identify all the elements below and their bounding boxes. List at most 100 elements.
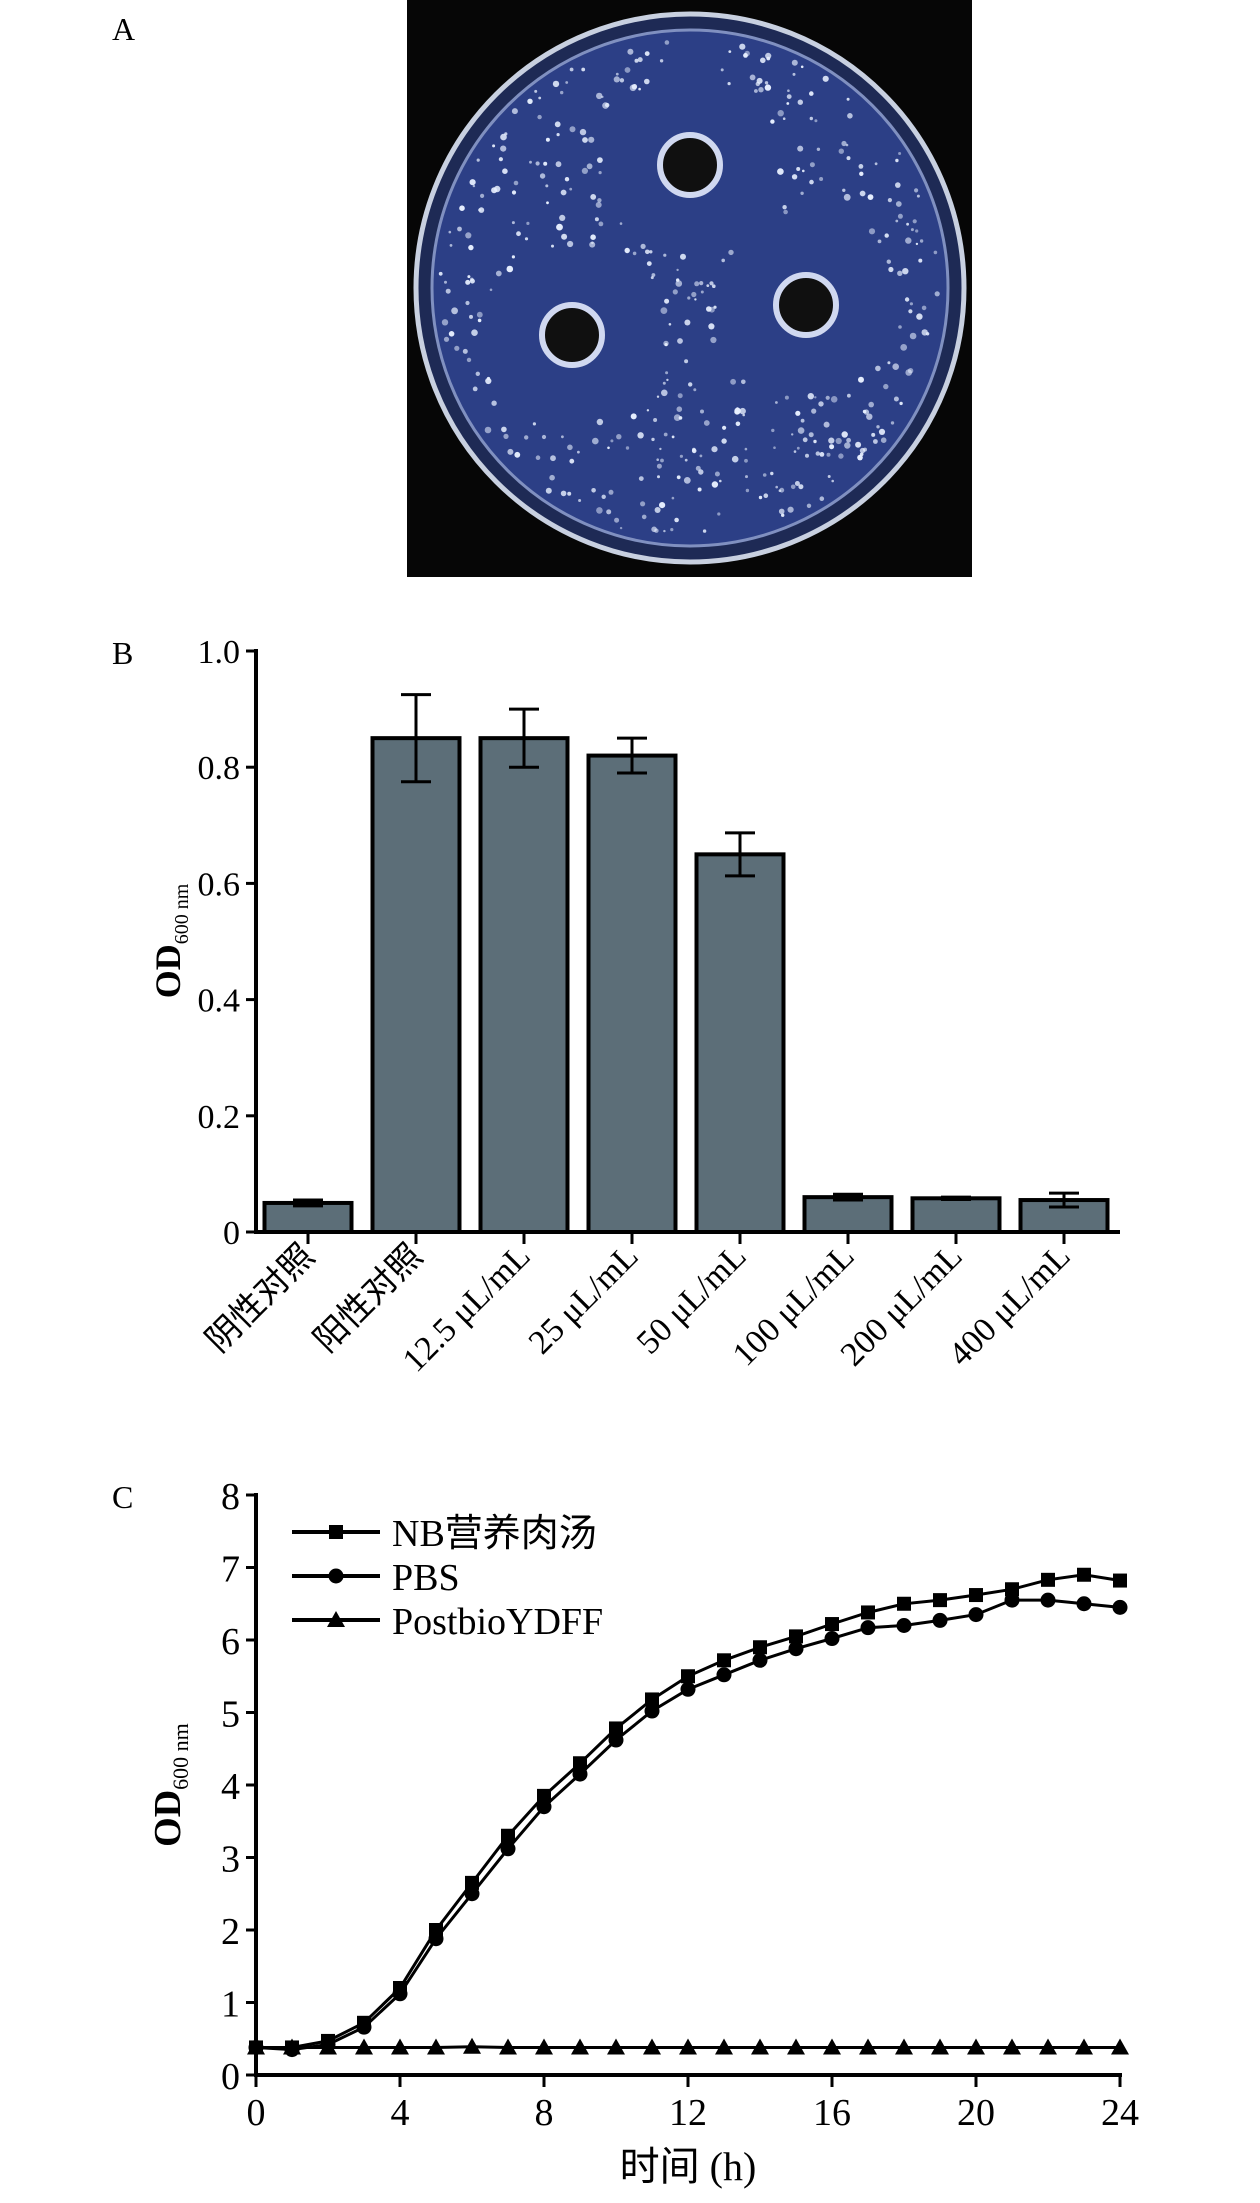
colony [475, 371, 480, 376]
colony [921, 329, 928, 336]
colony [915, 242, 919, 246]
colony [770, 119, 775, 124]
colony [693, 388, 697, 392]
colony [858, 376, 864, 383]
panel-label-a: A [112, 11, 135, 47]
x-axis-label: 时间 (h) [620, 2144, 757, 2189]
colony [721, 258, 725, 263]
colony [660, 307, 668, 314]
colony [443, 336, 450, 342]
colony [610, 439, 614, 443]
colony [867, 194, 874, 201]
colony [459, 205, 465, 211]
data-point-circle [788, 1641, 804, 1657]
data-point-circle [716, 1667, 732, 1683]
colony [478, 207, 485, 213]
colony [857, 454, 863, 461]
data-point-circle [572, 1766, 588, 1782]
data-point-triangle [859, 2038, 877, 2055]
colony [619, 222, 623, 225]
colony [449, 244, 453, 247]
colony [646, 409, 650, 412]
colony [863, 409, 870, 415]
colony [674, 517, 679, 523]
y-axis-label: OD600 nm [148, 883, 193, 998]
colony [659, 502, 666, 509]
colony [677, 338, 683, 344]
colony [613, 76, 620, 83]
colony [773, 446, 776, 450]
data-point-square [897, 1596, 911, 1611]
data-point-circle [752, 1652, 768, 1668]
colony [606, 509, 612, 515]
colony [728, 50, 732, 53]
data-point-triangle [1039, 2038, 1057, 2055]
colony [782, 205, 787, 210]
colony [735, 421, 741, 427]
colony [744, 447, 748, 451]
colony [468, 244, 474, 251]
colony [578, 499, 582, 502]
colony [880, 437, 887, 444]
colony [594, 217, 599, 222]
colony [663, 253, 667, 257]
colony [736, 407, 739, 410]
colony [844, 442, 851, 449]
colony [471, 329, 478, 337]
colony [841, 140, 847, 147]
colony [877, 239, 882, 244]
colony [770, 471, 774, 476]
colony [868, 401, 874, 408]
colony [887, 361, 891, 365]
colony [546, 201, 549, 205]
colony [706, 284, 710, 287]
colony [470, 277, 474, 282]
colony [712, 284, 716, 289]
colony [441, 319, 449, 326]
colony [588, 136, 595, 143]
data-point-square [681, 1669, 695, 1684]
y-axis-label-main: OD [147, 1790, 189, 1847]
colony [858, 164, 864, 169]
colony [438, 271, 443, 276]
colony [805, 453, 809, 458]
y-tick-label: 7 [221, 1549, 240, 1591]
data-point-circle [1112, 1599, 1128, 1615]
colony [745, 488, 750, 493]
colony [758, 87, 764, 93]
legend-marker-triangle [327, 1611, 345, 1627]
colony [909, 302, 914, 306]
data-point-triangle [355, 2038, 373, 2055]
colony [763, 493, 769, 499]
colony [822, 75, 829, 82]
colony [819, 177, 824, 181]
y-tick-label: 8 [221, 1476, 240, 1518]
colony [797, 99, 803, 105]
colony [694, 281, 700, 287]
colony [898, 325, 902, 329]
colony [802, 169, 805, 173]
colony [535, 455, 541, 461]
colony [806, 503, 812, 508]
colony [590, 234, 596, 240]
colony [843, 193, 851, 201]
colony [800, 191, 804, 195]
colony [711, 446, 718, 453]
colony [709, 306, 715, 313]
colony [627, 48, 634, 55]
colony [670, 528, 674, 532]
colony [758, 495, 763, 500]
colony [898, 152, 902, 155]
colony [634, 58, 639, 63]
data-point-triangle [967, 2038, 985, 2055]
colony [545, 184, 549, 188]
colony [637, 432, 644, 439]
colony [826, 452, 831, 457]
colony [893, 396, 899, 402]
data-point-circle [932, 1612, 948, 1628]
data-point-triangle [463, 2037, 481, 2054]
data-point-square [1005, 1582, 1019, 1597]
colony [907, 368, 914, 374]
colony [863, 447, 867, 452]
